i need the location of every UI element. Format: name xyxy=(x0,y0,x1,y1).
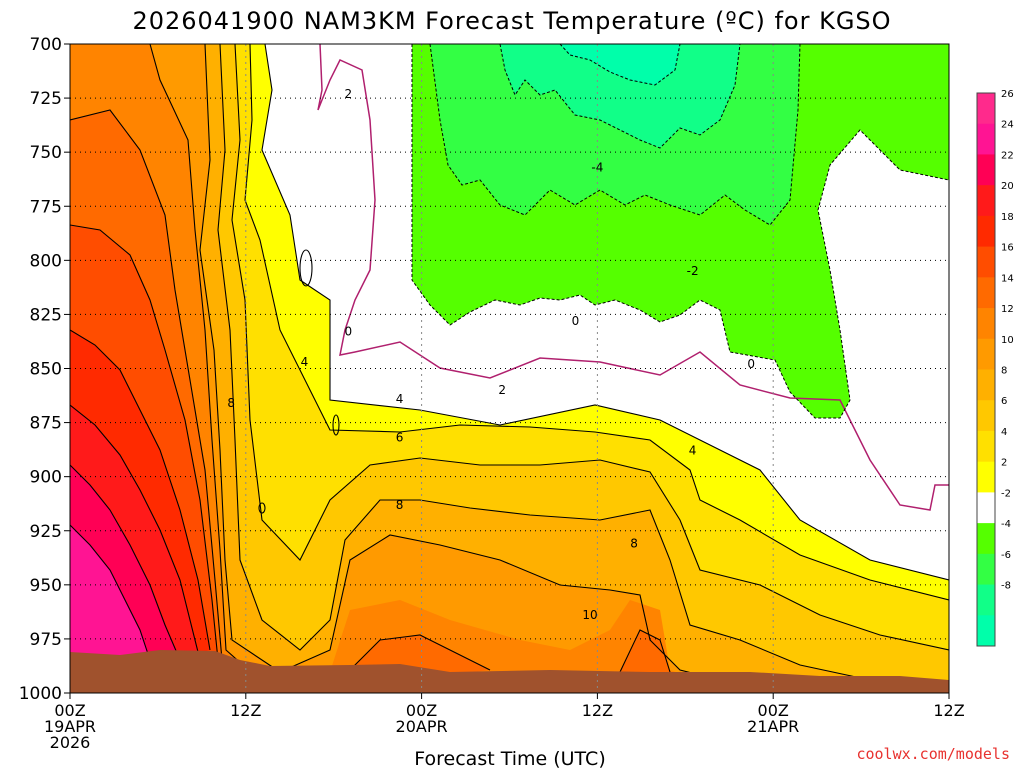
x-tick-label: 19APR xyxy=(44,717,96,736)
colorbar-band xyxy=(977,553,995,586)
colorbar-tick-label: 16 xyxy=(1001,243,1014,254)
x-tick-label: 00Z xyxy=(54,701,85,720)
colorbar-frame xyxy=(976,92,996,647)
colorbar: 26 24 22 20 18 16 14 12 10 8 6 4 2 -2 -4 -6 -8 xyxy=(976,89,1014,647)
y-tick-label: 700 xyxy=(30,35,62,55)
colorbar-tick-label: 4 xyxy=(1001,427,1007,438)
y-tick-label: 775 xyxy=(30,197,62,217)
grid xyxy=(70,44,949,693)
y-tick-label: 800 xyxy=(30,251,62,271)
colorbar-band xyxy=(977,123,995,155)
y-tick-label: 925 xyxy=(30,522,62,542)
contour-label: 4 xyxy=(396,392,404,406)
y-axis: 700 725 750 775 800 825 850 875 900 925 950 975 1000 xyxy=(19,35,70,704)
y-tick-label: 900 xyxy=(30,468,62,488)
y-tick-label: 975 xyxy=(30,630,62,650)
colorbar-band xyxy=(977,615,995,647)
x-tick-label: 12Z xyxy=(933,701,964,720)
colorbar-band xyxy=(977,338,995,370)
colorbar-band xyxy=(977,400,995,432)
x-tick-label: 2026 xyxy=(50,733,91,752)
watermark: coolwx.com/models xyxy=(856,745,1010,763)
colorbar-tick-label: 20 xyxy=(1001,181,1014,192)
contour-label: 0 xyxy=(345,325,353,339)
colorbar-tick-label: 8 xyxy=(1001,366,1007,377)
x-tick-label: 00Z xyxy=(406,701,437,720)
y-tick-label: 750 xyxy=(30,143,62,163)
x-tick-label: 21APR xyxy=(747,717,799,736)
colorbar-tick-label: 2 xyxy=(1001,458,1007,469)
colorbar-band xyxy=(977,277,995,309)
y-tick-label: 850 xyxy=(30,360,62,380)
colorbar-band xyxy=(977,523,995,555)
band-24-26 xyxy=(70,525,150,693)
cold-contours xyxy=(411,44,949,419)
contour-label: 2 xyxy=(345,87,353,101)
x-tick-label: 12Z xyxy=(582,701,613,720)
contour-label: 10 xyxy=(582,608,597,622)
colorbar-band xyxy=(977,369,995,401)
colorbar-tick-label: 6 xyxy=(1001,396,1007,407)
chart-title: 2026041900 NAM3KM Forecast Temperature (… xyxy=(132,7,891,35)
contour-label: -2 xyxy=(687,264,699,278)
y-tick-label: 950 xyxy=(30,576,62,596)
contour-label: 0 xyxy=(747,357,755,371)
terrain xyxy=(70,650,949,693)
colorbar-tick-label: -4 xyxy=(1001,519,1011,530)
x-tick-label: 20APR xyxy=(396,717,448,736)
contour-labels: 2 -4 -2 0 0 0 4 8 4 2 6 4 8 8 10 xyxy=(227,87,755,622)
colorbar-band xyxy=(977,215,995,248)
colorbar-tick-label: 10 xyxy=(1001,335,1014,346)
y-tick-label: 1000 xyxy=(19,684,62,704)
colorbar-tick-label: -2 xyxy=(1001,488,1011,499)
contour-label: 2 xyxy=(498,383,506,397)
colorbar-band xyxy=(977,246,995,278)
band-4-6 xyxy=(70,44,949,693)
contour-label: -4 xyxy=(591,160,603,174)
colorbar-band xyxy=(977,492,995,524)
y-tick-label: 725 xyxy=(30,89,62,109)
colorbar-tick-label: -6 xyxy=(1001,550,1011,561)
colorbar-band xyxy=(977,461,995,493)
contour-lines xyxy=(70,44,949,693)
x-tick-label: 12Z xyxy=(230,701,261,720)
colorbar-band xyxy=(977,308,995,340)
colorbar-tick-label: 24 xyxy=(1001,120,1014,131)
colorbar-tick-label: 12 xyxy=(1001,304,1014,315)
colorbar-tick-label: -8 xyxy=(1001,581,1011,592)
band-neg6-neg8 xyxy=(500,44,740,148)
contour-label: 4 xyxy=(301,355,309,369)
colorbar-band xyxy=(977,93,995,125)
field-layer xyxy=(70,44,949,693)
y-tick-label: 875 xyxy=(30,414,62,434)
contour-label: 8 xyxy=(396,498,404,512)
colorbar-band xyxy=(977,185,995,217)
contour-label: 8 xyxy=(227,396,235,410)
colorbar-tick-label: 14 xyxy=(1001,273,1014,284)
contour-label: 4 xyxy=(689,444,697,458)
colorbar-tick-label: 26 xyxy=(1001,89,1014,100)
x-tick-label: 00Z xyxy=(758,701,789,720)
y-tick-label: 825 xyxy=(30,305,62,325)
freezing-contour xyxy=(317,44,949,511)
contour-label: 6 xyxy=(396,431,404,445)
colorbar-band xyxy=(977,584,995,616)
colorbar-tick-label: 18 xyxy=(1001,212,1014,223)
x-axis-label: Forecast Time (UTC) xyxy=(414,748,605,768)
colorbar-band xyxy=(977,154,995,186)
contour-label: 8 xyxy=(630,537,638,551)
contour-label: 0 xyxy=(572,314,580,328)
band-neg8-neg10 xyxy=(560,44,680,85)
colorbar-tick-label: 22 xyxy=(1001,150,1014,161)
band-14-16c xyxy=(620,630,670,672)
colorbar-band xyxy=(977,430,995,463)
